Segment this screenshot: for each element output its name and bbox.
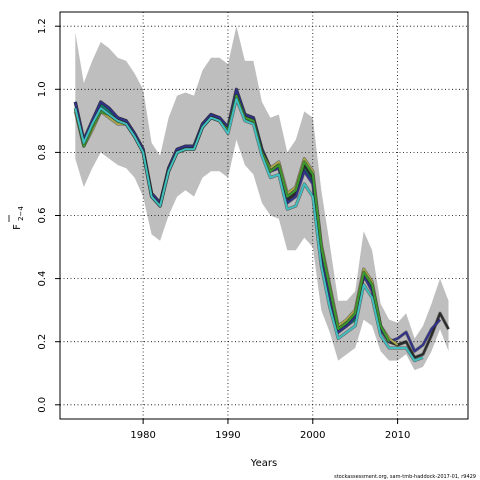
- x-tick-label-2000: 2000: [300, 430, 325, 441]
- y-tick-label-0.8: 0.8: [37, 144, 48, 160]
- series-lines: [73, 87, 450, 363]
- footer-credit: stockassessment.org, sam-tmb-haddock-201…: [334, 474, 476, 480]
- y-tick-label-0.4: 0.4: [37, 271, 48, 287]
- x-tick-label-1980: 1980: [130, 430, 155, 441]
- x-tick-label-1990: 1990: [215, 430, 240, 441]
- x-tick-label-2010: 2010: [385, 430, 410, 441]
- y-tick-label-1.0: 1.0: [37, 81, 48, 97]
- confidence-band-layer: [75, 26, 449, 371]
- confidence-band: [75, 26, 449, 371]
- y-axis-label: F 2−4: [12, 206, 25, 230]
- y-axis-label-sub: 2−4: [17, 206, 25, 221]
- x-axis-label: Years: [250, 458, 277, 469]
- y-tick-label-0.6: 0.6: [37, 208, 48, 224]
- series-line-6: [74, 97, 424, 362]
- y-axis-label-main: F: [12, 224, 23, 230]
- y-tick-label-1.2: 1.2: [37, 18, 48, 34]
- y-tick-label-0.0: 0.0: [37, 397, 48, 413]
- axis-ticks: 1980 1990 2000 2010 0.0 0.2 0.4 0.6 0.8 1.0 1.2: [37, 18, 410, 441]
- y-tick-label-0.2: 0.2: [37, 334, 48, 350]
